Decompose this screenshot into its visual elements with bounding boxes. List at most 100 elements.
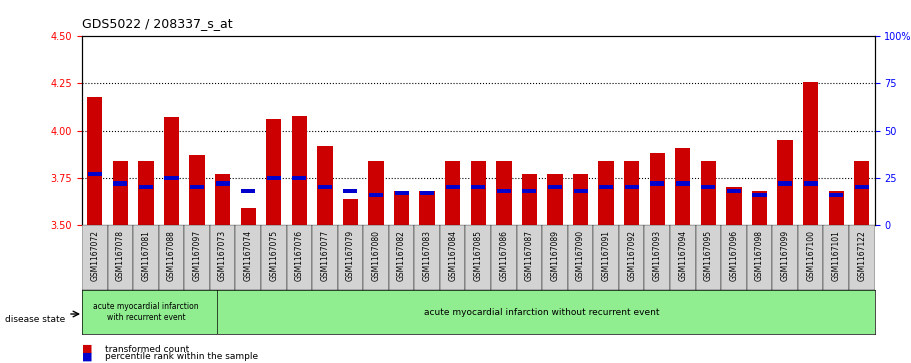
Bar (389, 225, 415, 290)
Bar (599, 185, 613, 189)
Text: GSM1167074: GSM1167074 (243, 228, 252, 274)
Text: ■: ■ (82, 351, 93, 361)
Text: GSM1167096: GSM1167096 (730, 230, 739, 281)
Bar (292, 115, 307, 225)
Bar (343, 189, 357, 193)
Bar (828, 191, 844, 225)
Text: GSM1167084: GSM1167084 (448, 230, 457, 281)
Bar (235, 225, 261, 290)
Bar (829, 193, 844, 197)
Text: GSM1167094: GSM1167094 (679, 228, 687, 274)
Bar (855, 161, 869, 225)
Text: GSM1167074: GSM1167074 (243, 230, 252, 281)
Text: GSM1167093: GSM1167093 (653, 228, 661, 274)
Bar (574, 189, 588, 193)
Text: GSM1167097: GSM1167097 (192, 228, 201, 274)
Text: GSM1167085: GSM1167085 (474, 230, 483, 281)
Text: GSM1167090: GSM1167090 (576, 230, 585, 281)
Text: GSM1167099: GSM1167099 (781, 230, 790, 281)
Bar (491, 225, 517, 290)
Text: GSM1167075: GSM1167075 (270, 230, 278, 281)
Bar (164, 118, 179, 225)
Bar (445, 161, 460, 225)
Bar (363, 225, 389, 290)
Text: GSM1167088: GSM1167088 (167, 228, 176, 274)
Bar (650, 182, 664, 185)
Bar (368, 161, 384, 225)
Bar (804, 182, 818, 185)
Text: GSM1167076: GSM1167076 (295, 228, 303, 274)
Bar (696, 225, 722, 290)
Text: GSM1167073: GSM1167073 (218, 228, 227, 274)
Bar (159, 225, 184, 290)
Bar (726, 187, 742, 225)
Bar (548, 174, 563, 225)
Bar (113, 182, 128, 185)
Bar (138, 161, 154, 225)
Bar (675, 148, 691, 225)
Bar (548, 185, 562, 189)
Text: GSM1167087: GSM1167087 (525, 228, 534, 274)
Text: GDS5022 / 208337_s_at: GDS5022 / 208337_s_at (82, 17, 232, 30)
Bar (210, 225, 235, 290)
Bar (522, 174, 537, 225)
Bar (670, 225, 696, 290)
Bar (138, 185, 153, 189)
Text: GSM1167088: GSM1167088 (167, 230, 176, 281)
Bar (471, 161, 486, 225)
Bar (267, 176, 281, 180)
Bar (701, 161, 716, 225)
Text: GSM1167075: GSM1167075 (270, 228, 278, 274)
Text: GSM1167072: GSM1167072 (90, 228, 99, 274)
Text: GSM1167122: GSM1167122 (857, 228, 866, 274)
Bar (216, 182, 230, 185)
Text: acute myocardial infarction
with recurrent event: acute myocardial infarction with recurre… (93, 302, 199, 322)
Text: GSM1167079: GSM1167079 (346, 230, 355, 281)
Text: GSM1167083: GSM1167083 (423, 230, 432, 281)
Text: GSM1167095: GSM1167095 (704, 228, 713, 274)
Text: GSM1167092: GSM1167092 (627, 230, 636, 281)
Text: GSM1167092: GSM1167092 (627, 228, 636, 274)
Text: GSM1167101: GSM1167101 (832, 228, 841, 274)
Text: GSM1167077: GSM1167077 (321, 230, 330, 281)
Bar (338, 225, 363, 290)
Bar (419, 191, 435, 225)
Text: GSM1167096: GSM1167096 (730, 228, 739, 274)
Text: ■: ■ (82, 344, 93, 354)
Bar (747, 225, 773, 290)
Bar (593, 225, 619, 290)
Bar (343, 199, 358, 225)
Bar (542, 225, 568, 290)
Bar (317, 146, 333, 225)
Bar (113, 161, 128, 225)
Bar (752, 193, 766, 197)
Bar (415, 225, 440, 290)
Bar (82, 225, 107, 290)
Text: percentile rank within the sample: percentile rank within the sample (105, 352, 258, 361)
Bar (676, 182, 690, 185)
Text: GSM1167086: GSM1167086 (499, 230, 508, 281)
Bar (369, 193, 383, 197)
Text: GSM1167089: GSM1167089 (550, 230, 559, 281)
Text: GSM1167099: GSM1167099 (781, 228, 790, 274)
Text: GSM1167073: GSM1167073 (218, 230, 227, 281)
Bar (727, 189, 741, 193)
Bar (318, 185, 332, 189)
Bar (650, 153, 665, 225)
Bar (722, 225, 747, 290)
Bar (849, 225, 875, 290)
Bar (292, 176, 306, 180)
Bar (87, 172, 102, 176)
Text: GSM1167085: GSM1167085 (474, 228, 483, 274)
Bar (496, 189, 511, 193)
Bar (133, 225, 159, 290)
Bar (625, 185, 639, 189)
Bar (445, 185, 460, 189)
Text: transformed count: transformed count (105, 345, 189, 354)
Bar (855, 185, 869, 189)
Bar (394, 191, 409, 195)
Text: GSM1167076: GSM1167076 (295, 230, 303, 281)
Text: GSM1167079: GSM1167079 (346, 228, 355, 274)
Bar (215, 174, 230, 225)
Bar (573, 174, 589, 225)
